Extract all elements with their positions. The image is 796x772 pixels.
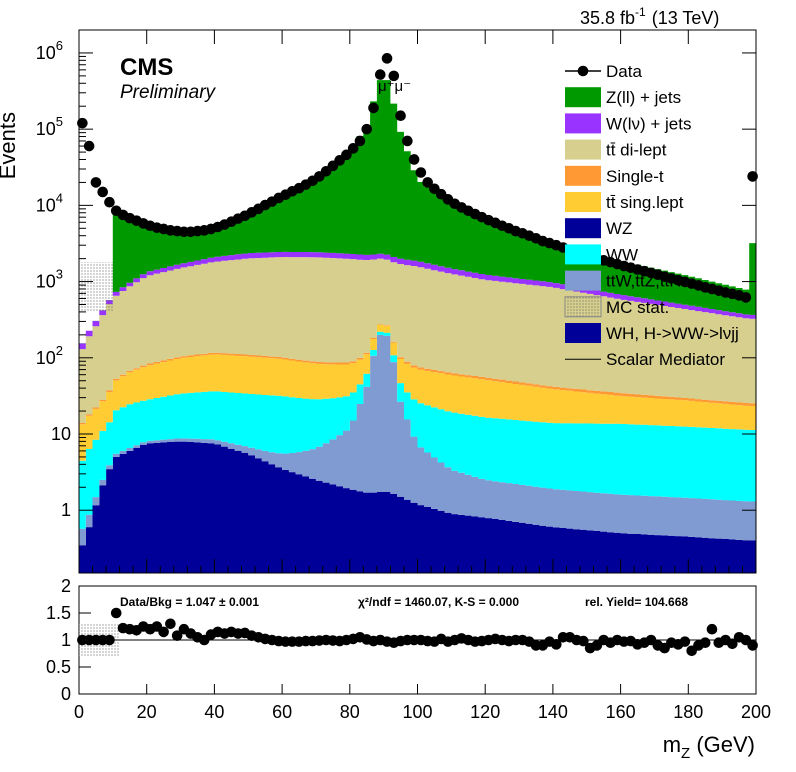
data-point: [97, 186, 108, 198]
legend-label: WH, H->WW->lνjj: [606, 324, 739, 343]
ratio-panel: 00.511.520 20 40 60 80 100 120 140 160 180 200: [46, 576, 771, 722]
ratio-point: [699, 637, 711, 648]
y-tick-label: 102: [36, 343, 63, 368]
x-tick-label: 0: [74, 702, 84, 722]
ratio-point: [706, 623, 718, 635]
cms-label: CMS: [120, 54, 173, 81]
ratio-point: [578, 635, 589, 647]
y-tick-label: 106: [36, 38, 63, 63]
stack-ww: [79, 331, 756, 529]
data-point: [341, 149, 352, 161]
ratio-data-bkg: Data/Bkg = 1.047 ± 0.001: [120, 595, 259, 609]
legend-swatch: [565, 87, 601, 108]
legend-label: Z(ll) + jets: [606, 88, 681, 107]
x-tick-label: 160: [606, 702, 636, 722]
legend-label: ttW,ttZ,ttH: [606, 272, 682, 291]
ratio-yield: rel. Yield= 104.668: [585, 595, 688, 609]
legend-label: W(lν) + jets: [606, 114, 691, 133]
y-axis-title: Events: [0, 112, 20, 179]
x-tick-label: 100: [402, 702, 432, 722]
ratio-point: [104, 634, 115, 646]
data-point: [374, 69, 386, 80]
legend-label: MC stat.: [606, 298, 669, 317]
peak-annotation: μ⁺μ⁻: [378, 78, 411, 95]
ratio-point: [727, 638, 738, 650]
ratio-y-tick-label: 2: [61, 576, 71, 596]
y-tick-label: 1: [61, 500, 71, 520]
data-point: [747, 171, 758, 182]
ratio-y-tick-label: 1: [61, 630, 71, 650]
preliminary-label: Preliminary: [120, 82, 217, 103]
x-tick-label: 120: [470, 702, 500, 722]
legend-swatch: [565, 192, 601, 212]
legend-data-marker: [577, 65, 589, 77]
legend-label: WZ: [606, 219, 632, 238]
luminosity-label: 35.8 fb-1 (13 TeV): [580, 5, 719, 28]
x-tick-label: 40: [204, 702, 224, 722]
legend-label: WW: [606, 245, 638, 264]
data-point: [408, 154, 420, 165]
main-axes: 1 10 102 103 104 105 106: [36, 29, 757, 574]
x-tick-label: 60: [272, 702, 292, 722]
y-tick-label: 10: [51, 424, 71, 444]
legend-label: Single-t: [606, 167, 664, 186]
data-point: [77, 117, 88, 129]
x-tick-label: 180: [673, 702, 703, 722]
legend: Data Z(ll) + jets W(lν) + jets tt̄ di-lept S…: [564, 62, 739, 369]
data-point: [361, 123, 373, 135]
ratio-chi2: χ²/ndf = 1460.07, K-S = 0.000: [358, 595, 519, 609]
stack-wz: [79, 441, 756, 573]
data-point: [104, 196, 115, 208]
x-tick-label: 200: [741, 702, 771, 722]
legend-swatch-mcstat: [564, 296, 602, 318]
data-point: [388, 70, 400, 82]
data-point: [347, 143, 359, 154]
legend-label: tt̄ di-lept: [606, 141, 667, 160]
legend-swatch: [565, 323, 601, 343]
ratio-point: [747, 640, 758, 651]
data-point: [90, 177, 102, 188]
legend-label: tt̄ sing.lept: [606, 193, 684, 212]
data-point: [422, 177, 433, 188]
ratio-y-tick-label: 0.5: [46, 657, 71, 677]
data-point: [415, 167, 427, 178]
data-point: [368, 102, 379, 114]
y-tick-label: 104: [36, 190, 63, 215]
y-tick-label: 105: [36, 114, 63, 139]
data-point: [395, 110, 406, 122]
data-point: [83, 140, 95, 152]
ratio-point: [679, 636, 691, 647]
x-tick-label: 20: [137, 702, 157, 722]
y-tick-label: 103: [36, 267, 63, 292]
legend-swatch: [565, 218, 601, 239]
data-point: [381, 53, 393, 64]
ratio-point: [550, 639, 562, 650]
legend-swatch: [565, 165, 601, 186]
ratio-point: [158, 626, 169, 638]
legend-swatch: [565, 244, 601, 265]
ratio-point: [171, 630, 183, 641]
legend-swatch: [565, 270, 601, 291]
ratio-point: [165, 618, 176, 630]
stack-tt-sl: [79, 325, 756, 461]
legend-label: Scalar Mediator: [606, 350, 725, 369]
legend-swatch: [565, 139, 601, 160]
ratio-point: [110, 607, 122, 619]
x-tick-label: 80: [340, 702, 360, 722]
legend-swatch: [565, 113, 601, 134]
mc-stat-band: [79, 262, 113, 312]
data-point: [402, 135, 413, 147]
legend-label: Data: [606, 62, 642, 81]
ratio-y-tick-label: 1.5: [46, 603, 71, 623]
data-point: [354, 135, 366, 147]
ratio-y-tick-label: 0: [61, 684, 71, 704]
x-axis-title: mZ (GeV): [663, 732, 755, 762]
data-point: [740, 292, 752, 303]
x-tick-label: 140: [538, 702, 568, 722]
